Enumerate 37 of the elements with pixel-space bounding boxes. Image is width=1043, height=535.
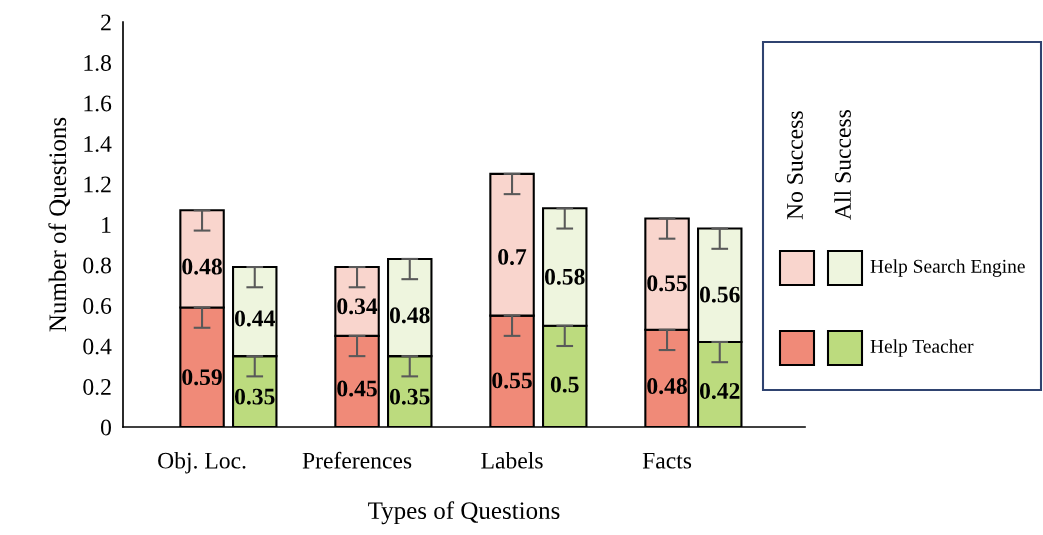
y-tick-label: 0.4	[83, 338, 112, 355]
y-tick-label: 0.2	[83, 378, 111, 396]
data-label: 0.48	[389, 307, 430, 324]
data-label: 0.5	[550, 376, 579, 393]
data-label: 0.55	[647, 275, 687, 292]
data-label: 0.55	[492, 372, 532, 389]
y-tick-label: 2	[101, 14, 111, 31]
y-tick-label: 1	[102, 217, 111, 233]
x-tick-label: Facts	[642, 452, 692, 469]
data-label: 0.45	[337, 380, 377, 397]
x-tick-label: Preferences	[302, 451, 412, 469]
x-tick-label: Obj. Loc.	[158, 452, 246, 474]
y-tick-label: 1.2	[84, 176, 111, 193]
data-label: 0.58	[544, 268, 585, 285]
y-tick-label: 1.6	[84, 95, 112, 112]
legend-label: Help Teacher	[870, 339, 974, 357]
y-axis-title: Number of Questions	[48, 117, 70, 332]
y-tick-label: 1.8	[84, 54, 111, 72]
y-tick-label: 0.6	[83, 297, 112, 315]
data-label: 0.34	[337, 298, 378, 315]
y-tick-label: 1.4	[84, 136, 112, 153]
data-label: 0.44	[234, 310, 275, 327]
x-axis-title: Types of Questions	[368, 501, 560, 525]
data-label: 0.7	[498, 248, 527, 265]
text: All Success	[834, 110, 851, 220]
data-label: 0.35	[234, 388, 275, 405]
data-label: 0.56	[699, 286, 740, 303]
data-label: 0.59	[182, 369, 222, 386]
data-label: 0.48	[182, 258, 222, 275]
y-tick-label: 0.8	[83, 257, 111, 274]
data-label: 0.42	[699, 382, 740, 399]
legend-label: Help Search Engine	[870, 259, 1025, 277]
data-label: 0.48	[647, 378, 687, 395]
y-tick-label: 0	[100, 419, 111, 436]
annotation: No Success	[787, 111, 803, 220]
x-tick-label: Labels	[481, 452, 543, 469]
data-label: 0.35	[389, 388, 430, 405]
